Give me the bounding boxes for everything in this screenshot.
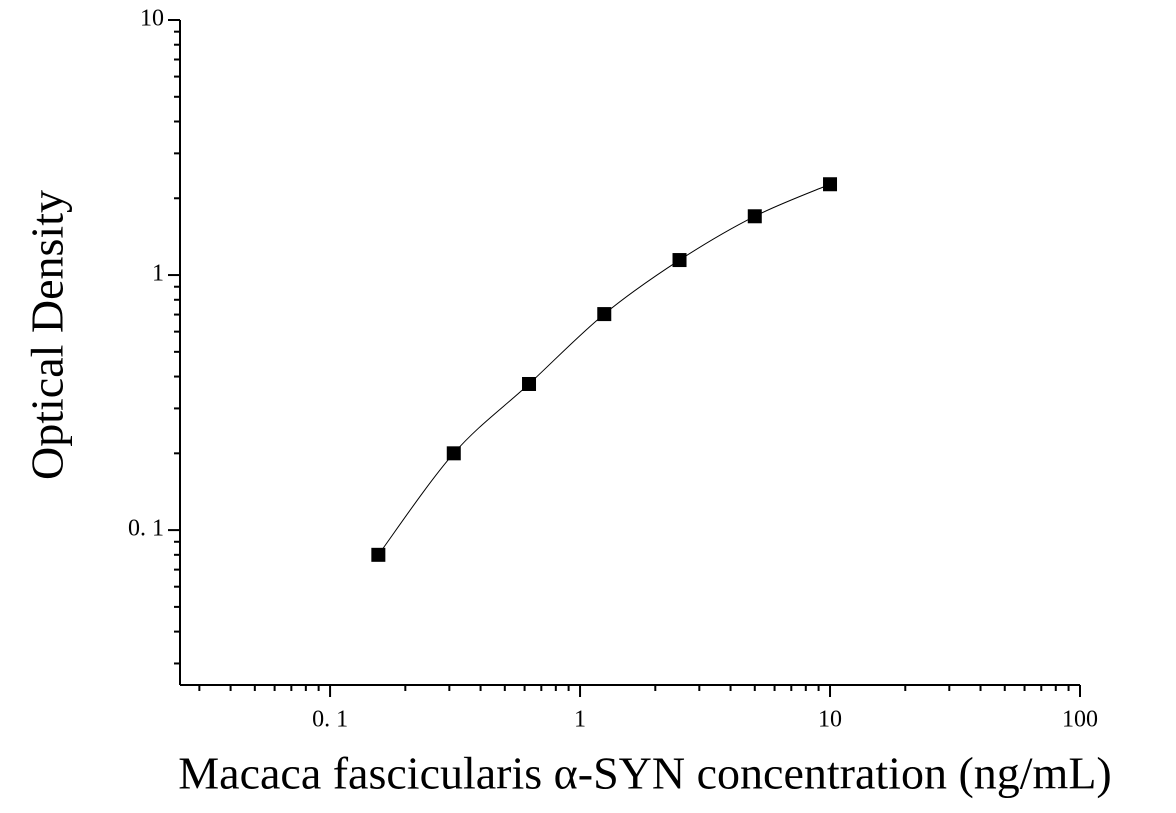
x-axis-title: Macaca fascicularis α-SYN concentration … — [178, 748, 1112, 799]
y-axis-title: Optical Density — [22, 190, 73, 480]
y-tick-label: 10 — [140, 6, 164, 32]
data-point — [747, 209, 762, 224]
data-point — [371, 547, 386, 562]
data-point — [597, 307, 612, 322]
x-tick-label: 100 — [1062, 707, 1098, 733]
data-point — [672, 253, 687, 268]
y-tick-label: 0. 1 — [128, 516, 164, 542]
y-tick-label: 1 — [152, 261, 164, 287]
fit-curve — [377, 183, 831, 556]
x-tick-label: 0. 1 — [312, 707, 348, 733]
data-point — [446, 446, 461, 461]
x-tick-label: 10 — [818, 707, 842, 733]
x-tick-label: 1 — [574, 707, 586, 733]
data-point — [522, 376, 537, 391]
data-point — [823, 177, 838, 192]
